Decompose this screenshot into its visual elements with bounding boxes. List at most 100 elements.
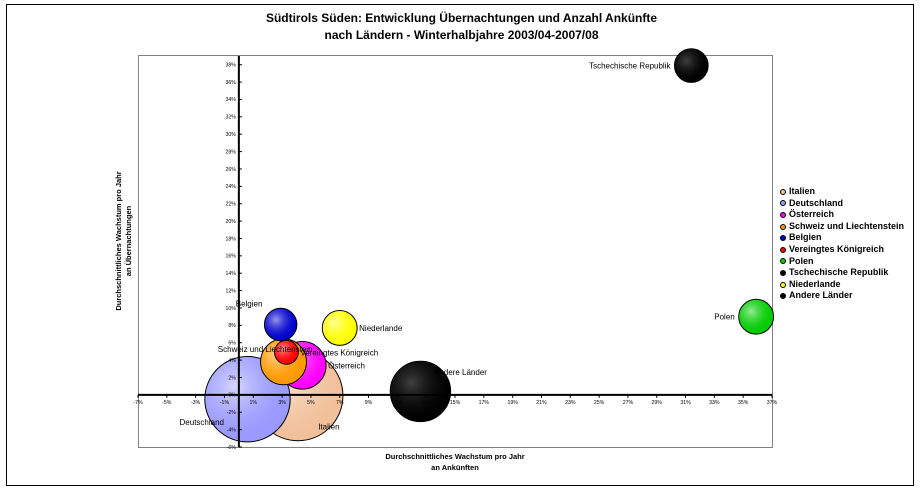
x-tick-label-2: -3% bbox=[191, 400, 201, 406]
x-tick-label-10: 13% bbox=[421, 400, 432, 406]
data-label-5: Vereingtes Königreich bbox=[300, 348, 378, 357]
bubble-highlight-7 bbox=[674, 49, 708, 82]
legend-item-5: Vereingtes Königreich bbox=[780, 244, 904, 256]
y-tick-label-1: -4% bbox=[227, 427, 237, 433]
legend-label-4: Belgien bbox=[789, 232, 822, 243]
legend-label-3: Schweiz und Liechtenstein bbox=[789, 220, 905, 231]
legend-label-2: Österreich bbox=[789, 209, 835, 220]
legend-label-9: Andere Länder bbox=[789, 290, 853, 301]
x-tick-label-6: 5% bbox=[307, 400, 315, 406]
y-tick-label-9: 12% bbox=[225, 288, 236, 294]
y-tick-label-21: 36% bbox=[225, 80, 236, 86]
x-tick-label-4: 1% bbox=[250, 400, 258, 406]
bubble-highlight-9 bbox=[390, 361, 451, 422]
legend-item-3: Schweiz und Liechtenstein bbox=[780, 221, 904, 233]
legend-label-1: Deutschland bbox=[789, 197, 844, 208]
x-tick-label-11: 15% bbox=[450, 400, 461, 406]
x-tick-label-13: 19% bbox=[507, 400, 518, 406]
legend-marker-0 bbox=[780, 188, 786, 195]
x-tick-label-12: 17% bbox=[479, 400, 490, 406]
legend: Italien Deutschland Österreich Schweiz und … bbox=[780, 186, 904, 302]
legend-label-7: Tschechische Republik bbox=[789, 267, 889, 278]
data-label-2: Österreich bbox=[328, 361, 365, 370]
y-tick-label-15: 24% bbox=[225, 184, 236, 190]
chart-title: Südtirols Süden: Entwicklung Übernachtun… bbox=[0, 10, 923, 44]
x-tick-label-9: 11% bbox=[392, 400, 402, 406]
plot-area bbox=[138, 55, 773, 448]
x-tick-label-17: 27% bbox=[623, 400, 634, 406]
x-axis-title-line-1: Durchschnittliches Wachstum pro Jahr bbox=[385, 452, 525, 461]
x-axis-title: Durchschnittliches Wachstum pro Jahr an … bbox=[340, 451, 570, 473]
y-axis-title-line-1: Durchschnittliches Wachstum pro Jahr bbox=[114, 171, 123, 311]
legend-label-6: Polen bbox=[789, 255, 814, 266]
y-tick-label-18: 30% bbox=[225, 132, 236, 138]
x-axis-title-line-2: an Ankünften bbox=[431, 463, 479, 472]
data-label-0: Italien bbox=[318, 422, 339, 431]
legend-marker-5 bbox=[780, 246, 786, 253]
y-tick-label-20: 34% bbox=[225, 97, 236, 103]
x-tick-label-8: 9% bbox=[365, 400, 373, 406]
bubble-highlight-5 bbox=[275, 340, 298, 364]
x-tick-label-7: 7% bbox=[336, 400, 344, 406]
bubble-highlight-6 bbox=[739, 299, 774, 334]
x-tick-label-0: -7% bbox=[133, 400, 143, 406]
x-tick-label-20: 33% bbox=[709, 400, 720, 406]
data-label-4: Belgien bbox=[236, 299, 263, 308]
legend-item-9: Andere Länder bbox=[780, 290, 904, 302]
legend-marker-6 bbox=[780, 258, 786, 265]
data-label-7: Tschechische Republik bbox=[589, 62, 671, 71]
chart-title-line-1: Südtirols Süden: Entwicklung Übernachtun… bbox=[265, 11, 658, 25]
data-label-9: Andere Länder bbox=[434, 368, 487, 377]
y-tick-label-6: 6% bbox=[228, 341, 236, 347]
chart-title-line-2: nach Ländern - Winterhalbjahre 2003/04-2… bbox=[324, 28, 599, 42]
y-tick-label-4: 2% bbox=[228, 375, 236, 381]
legend-marker-2 bbox=[780, 211, 786, 218]
x-tick-label-21: 35% bbox=[738, 400, 749, 406]
y-tick-label-5: 4% bbox=[228, 358, 236, 364]
legend-item-8: Niederlande bbox=[780, 279, 904, 291]
legend-item-4: Belgien bbox=[780, 232, 904, 244]
legend-marker-3 bbox=[780, 223, 786, 230]
y-tick-label-2: -2% bbox=[227, 410, 237, 416]
y-tick-label-14: 22% bbox=[225, 202, 236, 208]
legend-label-8: Niederlande bbox=[789, 278, 841, 289]
y-tick-label-8: 10% bbox=[225, 306, 236, 312]
y-axis-title-line-2: an Übernachtungen bbox=[124, 205, 133, 277]
legend-item-1: Deutschland bbox=[780, 198, 904, 210]
data-label-3: Schweiz und Liechtenstein bbox=[218, 345, 313, 354]
legend-item-7: Tschechische Republik bbox=[780, 267, 904, 279]
x-tick-label-15: 23% bbox=[565, 400, 576, 406]
legend-marker-7 bbox=[780, 269, 786, 276]
y-tick-label-7: 8% bbox=[228, 323, 236, 329]
y-tick-label-0: -6% bbox=[227, 445, 237, 451]
data-label-6: Polen bbox=[714, 313, 734, 322]
legend-label-0: Italien bbox=[789, 186, 816, 196]
x-tick-label-22: 37% bbox=[767, 400, 778, 406]
y-tick-label-13: 20% bbox=[225, 219, 236, 225]
data-label-8: Niederlande bbox=[359, 324, 403, 333]
x-tick-label-3: -1% bbox=[220, 400, 230, 406]
y-tick-label-19: 32% bbox=[225, 115, 236, 121]
y-tick-label-10: 14% bbox=[225, 271, 236, 277]
x-tick-label-16: 25% bbox=[594, 400, 605, 406]
data-label-1: Deutschland bbox=[180, 418, 224, 427]
y-tick-label-3: 0% bbox=[228, 393, 236, 399]
legend-marker-1 bbox=[780, 200, 786, 207]
chart-frame bbox=[6, 4, 914, 486]
x-tick-label-14: 21% bbox=[536, 400, 547, 406]
y-tick-label-17: 28% bbox=[225, 149, 236, 155]
x-tick-label-19: 31% bbox=[680, 400, 691, 406]
x-tick-label-18: 29% bbox=[652, 400, 663, 406]
legend-item-6: Polen bbox=[780, 256, 904, 268]
bubble-highlight-8 bbox=[322, 311, 357, 345]
y-tick-label-16: 26% bbox=[225, 167, 236, 173]
legend-marker-8 bbox=[780, 281, 786, 288]
y-tick-label-12: 18% bbox=[225, 236, 236, 242]
x-tick-label-5: 3% bbox=[278, 400, 286, 406]
legend-marker-4 bbox=[780, 235, 786, 242]
legend-item-0: Italien bbox=[780, 186, 904, 198]
legend-item-2: Österreich bbox=[780, 209, 904, 221]
y-tick-label-22: 38% bbox=[225, 62, 236, 68]
y-tick-label-11: 16% bbox=[225, 254, 236, 260]
